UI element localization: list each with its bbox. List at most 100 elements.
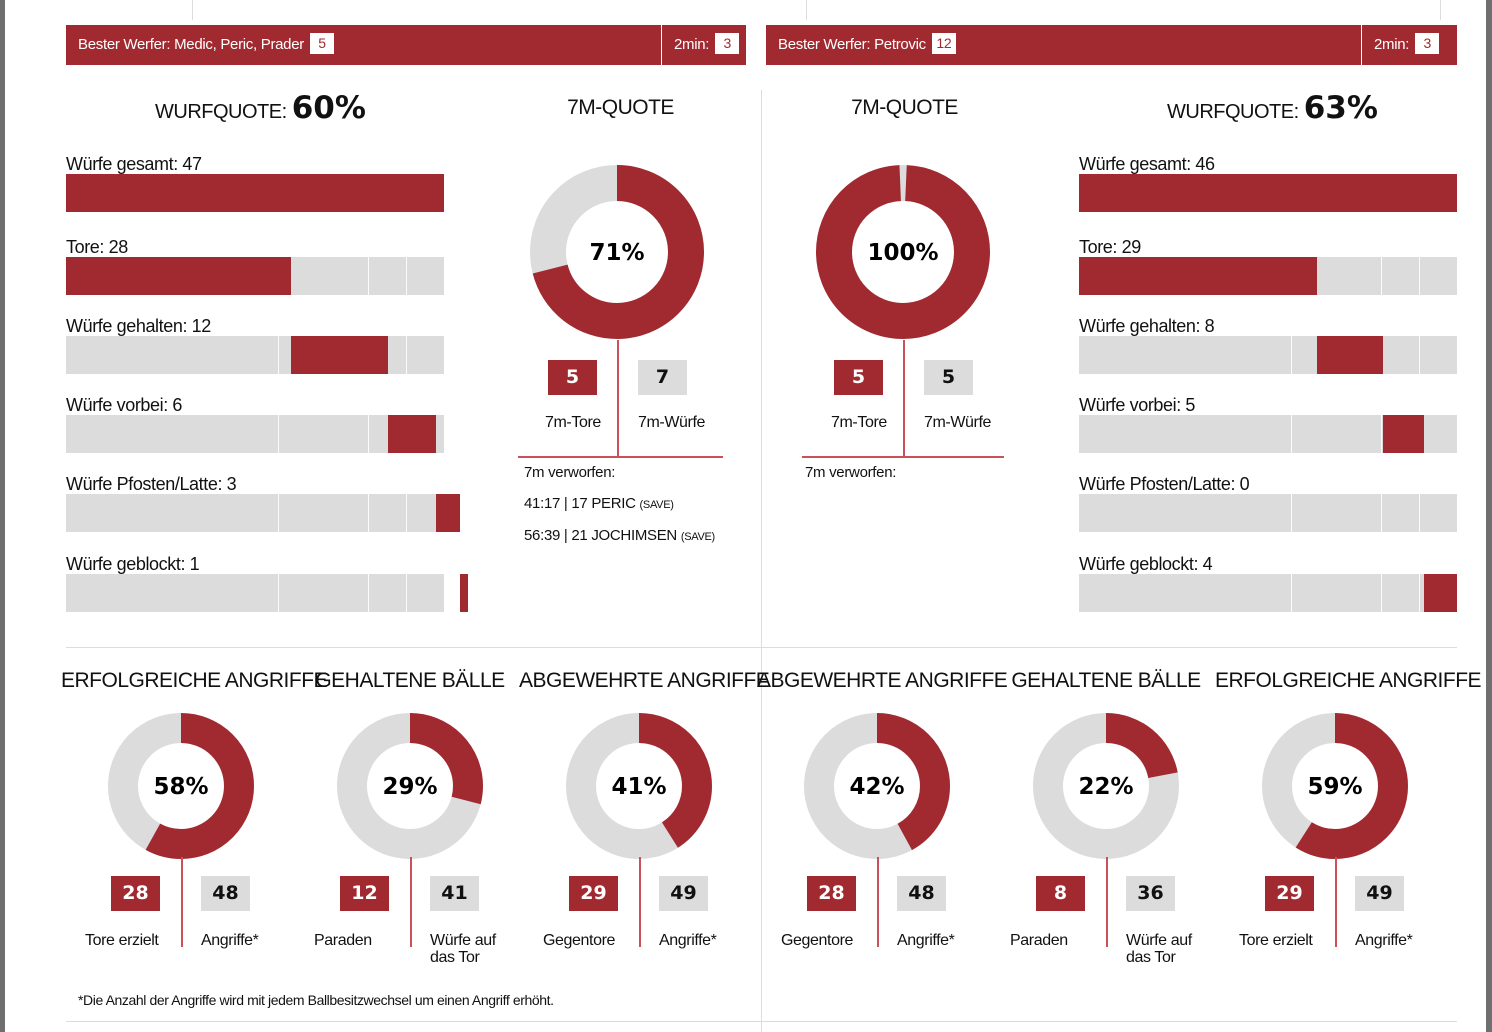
left-edge-strip bbox=[0, 0, 5, 1032]
track-tick bbox=[368, 574, 370, 612]
donut-0-svg: 58% bbox=[108, 713, 254, 859]
right-edge-strip bbox=[1486, 0, 1492, 1032]
donut-4-arc bbox=[1033, 713, 1179, 859]
track-tick bbox=[1419, 336, 1421, 374]
donut-label-b: Angriffe* bbox=[1355, 932, 1413, 949]
stat-label: Würfe Pfosten/Latte: 0 bbox=[1079, 474, 1250, 494]
left-7m-percent: 71% bbox=[589, 240, 644, 266]
stat-track bbox=[66, 574, 469, 612]
track-tick bbox=[406, 257, 408, 295]
stat-track bbox=[66, 257, 444, 295]
track-tick bbox=[1290, 574, 1292, 612]
stat-bar bbox=[1383, 415, 1425, 453]
stat-track bbox=[66, 494, 461, 532]
track-tick bbox=[1290, 336, 1292, 374]
track-tick bbox=[277, 494, 279, 532]
track-tick bbox=[277, 574, 279, 612]
donut-label-b: Angriffe* bbox=[897, 932, 955, 949]
donut-divider bbox=[181, 857, 183, 947]
right-7m-shots-label: 7m-Würfe bbox=[924, 414, 992, 431]
right-7m-svg: 100% bbox=[816, 165, 990, 339]
right-7m-goals: 5 bbox=[834, 360, 883, 395]
stat-bar bbox=[291, 336, 388, 374]
donut-divider bbox=[639, 857, 641, 947]
track-tick bbox=[406, 494, 408, 532]
stat-bar bbox=[387, 415, 436, 453]
donut-divider bbox=[877, 857, 879, 947]
stat-bar bbox=[436, 494, 461, 532]
donut-value-a: 29 bbox=[1265, 876, 1314, 911]
donut-value-b: 49 bbox=[659, 876, 708, 911]
donut-1-arc bbox=[337, 713, 483, 859]
donut-4-svg: 22% bbox=[1033, 713, 1179, 859]
track-tick bbox=[406, 336, 408, 374]
top-divider-b bbox=[806, 0, 807, 20]
right-7m-percent: 100% bbox=[867, 240, 938, 266]
right-7m-divider bbox=[903, 340, 905, 457]
donut-value-a: 28 bbox=[111, 876, 160, 911]
donut-divider bbox=[1335, 857, 1337, 947]
donut-chart: 22% bbox=[1033, 713, 1179, 864]
left-7m-shots-label: 7m-Würfe bbox=[638, 414, 706, 431]
donut-3-arc bbox=[804, 713, 950, 859]
donut-value-a: 8 bbox=[1036, 876, 1085, 911]
right-7m-donut: 100% bbox=[816, 165, 990, 344]
bottom-separator bbox=[66, 1021, 1457, 1022]
track-tick bbox=[368, 494, 370, 532]
best-scorer: Bester Werfer: Medic, Peric, Prader 5 bbox=[78, 33, 334, 55]
track-tick bbox=[277, 415, 279, 453]
wurfquote-value: 63% bbox=[1303, 90, 1378, 126]
track-tick bbox=[368, 257, 370, 295]
stat-track bbox=[66, 336, 444, 374]
donut-value-b: 36 bbox=[1126, 876, 1175, 911]
donut-value-a: 28 bbox=[807, 876, 856, 911]
left-wurfquote: WURFQUOTE: 60% bbox=[155, 90, 366, 126]
donut-label-b: Angriffe* bbox=[201, 932, 259, 949]
stat-bar bbox=[460, 574, 469, 612]
track-tick bbox=[1290, 494, 1292, 532]
donut-value-b: 41 bbox=[430, 876, 479, 911]
stat-bar bbox=[1079, 174, 1457, 212]
best-scorer-count: 5 bbox=[309, 33, 334, 55]
donut-divider bbox=[410, 857, 412, 947]
left-7m-shots: 7 bbox=[638, 360, 687, 395]
stat-label: Tore: 28 bbox=[66, 237, 128, 257]
left-top-bar: Bester Werfer: Medic, Peric, Prader 5 2mi… bbox=[66, 25, 746, 65]
donut-value-b: 49 bbox=[1355, 876, 1404, 911]
stat-track bbox=[1079, 336, 1457, 374]
penalty-count: 3 bbox=[1415, 33, 1440, 55]
right-top-bar: Bester Werfer: Petrovic 12 2min: 3 bbox=[766, 25, 1457, 65]
donut-label-a: Tore erzielt bbox=[1239, 932, 1313, 949]
stat-label: Würfe gesamt: 46 bbox=[1079, 154, 1215, 174]
donut-value-b: 48 bbox=[897, 876, 946, 911]
right-7m-underline bbox=[802, 456, 1004, 458]
stat-label: Würfe geblockt: 1 bbox=[66, 554, 200, 574]
right-7m-arc bbox=[816, 165, 990, 339]
donut-title: GEHALTENE BÄLLE bbox=[315, 669, 505, 692]
stat-bar bbox=[1424, 574, 1457, 612]
stat-track bbox=[1079, 415, 1457, 453]
missed-entry: 41:17 | 17 PERIC (SAVE) bbox=[524, 495, 674, 512]
left-7m-arc bbox=[530, 165, 704, 339]
left-7m-underline bbox=[518, 456, 723, 458]
stat-bar bbox=[1317, 336, 1383, 374]
track-tick bbox=[368, 415, 370, 453]
stat-label: Würfe vorbei: 5 bbox=[1079, 395, 1196, 415]
stat-label: Würfe gehalten: 12 bbox=[66, 316, 211, 336]
donut-5-arc bbox=[1262, 713, 1408, 859]
donut-title: ABGEWEHRTE ANGRIFFE bbox=[757, 669, 1008, 692]
penalty-count: 3 bbox=[715, 33, 740, 55]
donut-label-b: Würfe auf das Tor bbox=[1126, 932, 1192, 966]
donut-5-percent: 59% bbox=[1307, 774, 1362, 800]
best-scorer: Bester Werfer: Petrovic 12 bbox=[778, 33, 956, 55]
penalty-info: 2min: 3 bbox=[674, 33, 740, 55]
donut-divider bbox=[1106, 857, 1108, 947]
top-divider-c bbox=[1440, 0, 1441, 20]
track-tick bbox=[277, 336, 279, 374]
stat-bar bbox=[66, 257, 292, 295]
stat-track bbox=[66, 174, 444, 212]
track-tick bbox=[1381, 415, 1383, 453]
donut-chart: 58% bbox=[108, 713, 254, 864]
donut-title: ERFOLGREICHE ANGRIFFE bbox=[61, 669, 328, 692]
stat-bar bbox=[1079, 257, 1318, 295]
